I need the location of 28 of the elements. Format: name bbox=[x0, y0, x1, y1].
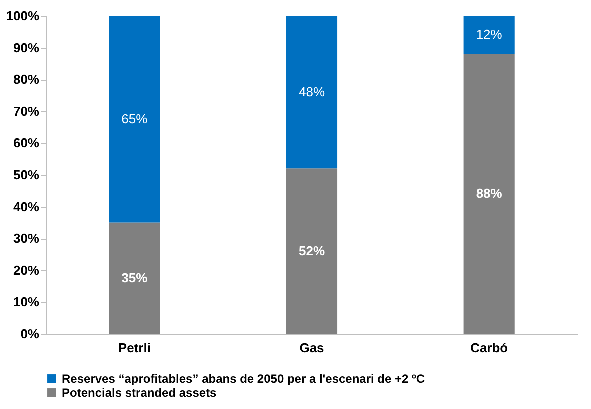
y-tick-label: 60% bbox=[13, 136, 40, 151]
data-label: 65% bbox=[122, 111, 148, 126]
y-tick-label: 70% bbox=[13, 104, 40, 119]
data-label: 35% bbox=[122, 270, 148, 286]
x-tick-label: Petrli bbox=[118, 340, 151, 356]
bar bbox=[464, 54, 515, 334]
x-tick-label: Gas bbox=[300, 340, 324, 356]
x-tick-label: Carbó bbox=[470, 340, 508, 356]
y-tick-label: 50% bbox=[13, 168, 40, 182]
bar bbox=[464, 16, 515, 54]
y-tick-label: 0% bbox=[20, 326, 40, 342]
y-tick-label: 90% bbox=[13, 40, 40, 56]
y-tick-label: 20% bbox=[13, 262, 40, 278]
data-label: 52% bbox=[298, 243, 326, 258]
data-label: 12% bbox=[476, 27, 503, 42]
legend-label: Reserves “aprofitables” abans de 2050 per a l'escenari de +2 ºC bbox=[62, 372, 426, 386]
data-label: 48% bbox=[298, 84, 326, 100]
legend-label: Potencials stranded assets bbox=[62, 386, 218, 400]
y-tick-label: 30% bbox=[13, 231, 40, 246]
y-tick-label: 40% bbox=[13, 199, 40, 214]
y-tick-label: 100% bbox=[6, 8, 40, 24]
y-tick-label: 80% bbox=[13, 72, 40, 88]
bar bbox=[109, 16, 160, 223]
bar bbox=[286, 168, 338, 334]
y-tick-label: 10% bbox=[13, 294, 40, 310]
bar bbox=[286, 16, 338, 169]
data-label: 88% bbox=[476, 186, 503, 202]
bar bbox=[109, 222, 160, 334]
